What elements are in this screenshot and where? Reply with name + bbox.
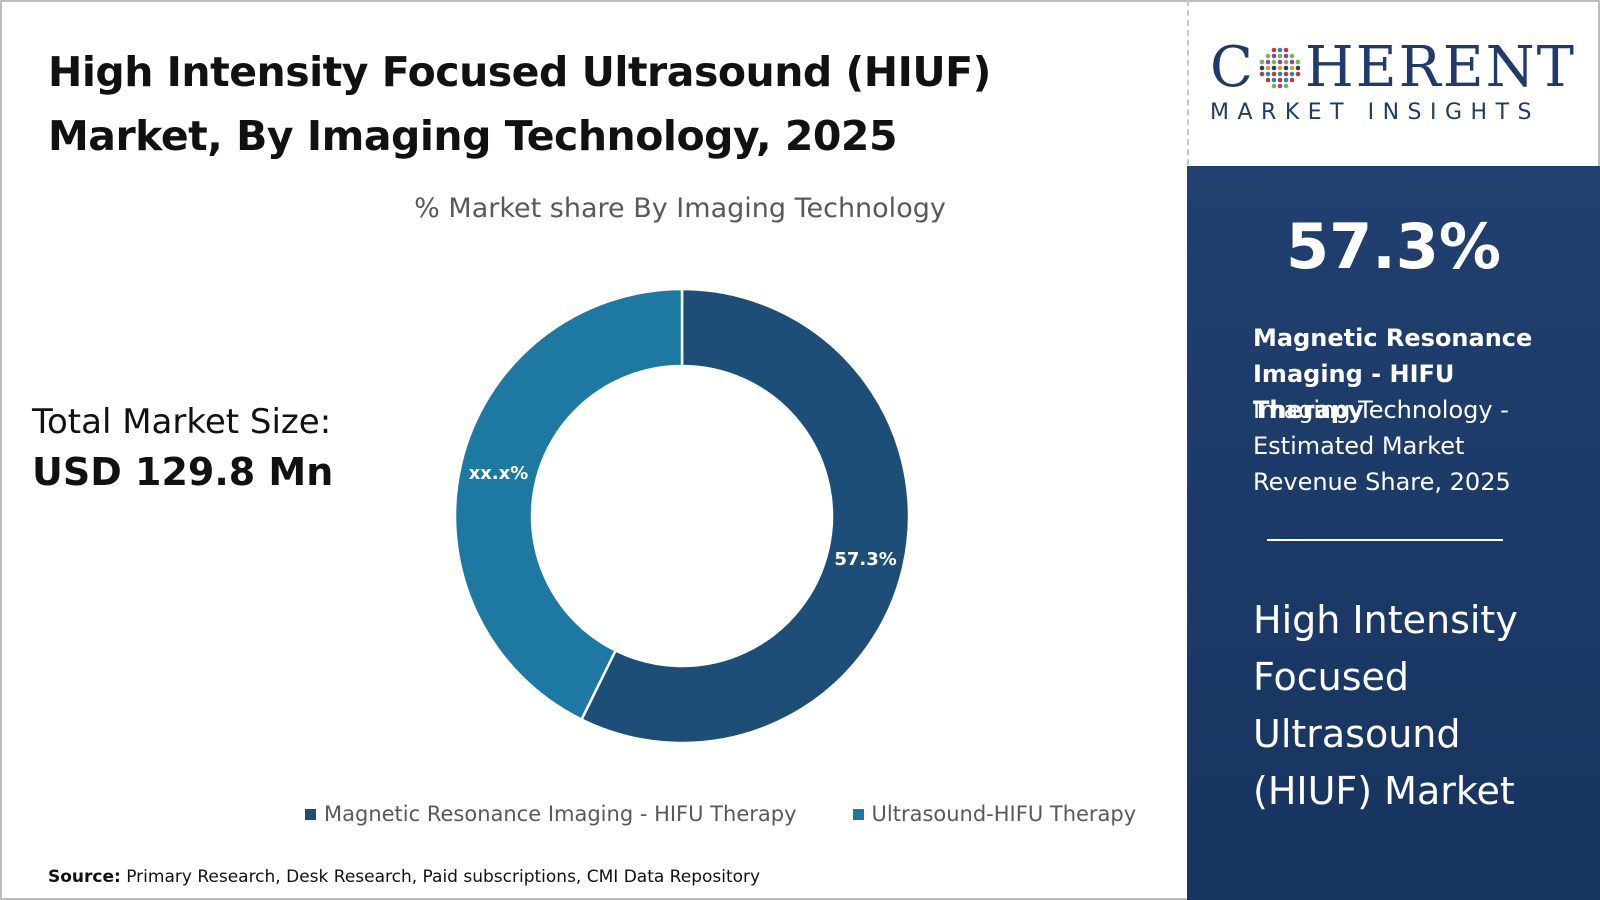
logo-dot-globe-icon xyxy=(1259,47,1301,89)
brand-logo: C HERENT MARKET INSIGHTS xyxy=(1210,38,1580,126)
donut-chart: 57.3% xx.x% xyxy=(453,287,911,745)
page-title: High Intensity Focused Ultrasound (HIUF)… xyxy=(48,40,1128,168)
source-text: Primary Research, Desk Research, Paid su… xyxy=(126,867,761,887)
highlight-segment-name: Magnetic Resonance Imaging - HIFU Therap… xyxy=(1253,324,1533,424)
donut-slice-ultrasound xyxy=(453,287,684,722)
legend-item-ultrasound: Ultrasound-HIFU Therapy xyxy=(852,802,1137,826)
logo-tagline: MARKET INSIGHTS xyxy=(1210,100,1540,125)
total-market-size-label: Total Market Size: xyxy=(32,402,332,442)
legend-swatch-mri xyxy=(305,808,316,820)
header-divider xyxy=(1187,0,1189,165)
title-line-2: Market, By Imaging Technology, 2025 xyxy=(48,112,897,160)
title-line-1: High Intensity Focused Ultrasound (HIUF) xyxy=(48,48,991,96)
legend-swatch-ultrasound xyxy=(852,808,864,820)
logo-letters-herent: HERENT xyxy=(1304,35,1576,100)
data-label-ultrasound: xx.x% xyxy=(469,463,529,484)
legend-label-ultrasound: Ultrasound-HIFU Therapy xyxy=(871,802,1137,826)
source-note: Source: Primary Research, Desk Research,… xyxy=(48,867,760,887)
chart-title: % Market share By Imaging Technology xyxy=(414,193,946,224)
panel-divider xyxy=(1267,539,1503,541)
total-market-size-value: USD 129.8 Mn xyxy=(32,450,334,494)
legend-item-mri: Magnetic Resonance Imaging - HIFU Therap… xyxy=(305,802,797,826)
logo-wordmark: C HERENT xyxy=(1210,38,1580,98)
highlight-panel: 57.3% Magnetic Resonance Imaging - HIFU … xyxy=(1187,166,1600,900)
chart-legend: Magnetic Resonance Imaging - HIFU Therap… xyxy=(305,802,1136,826)
source-label: Source: xyxy=(48,867,121,887)
highlight-value: 57.3% xyxy=(1285,210,1502,283)
highlight-market-name: High Intensity Focused Ultrasound (HIUF)… xyxy=(1253,598,1518,813)
data-label-mri: 57.3% xyxy=(834,549,896,570)
highlight-description: Imaging Technology - Estimated Market Re… xyxy=(1253,396,1511,496)
logo-letter-c: C xyxy=(1210,35,1255,100)
legend-label-mri: Magnetic Resonance Imaging - HIFU Therap… xyxy=(324,802,797,826)
donut-slice-mri xyxy=(579,287,911,745)
